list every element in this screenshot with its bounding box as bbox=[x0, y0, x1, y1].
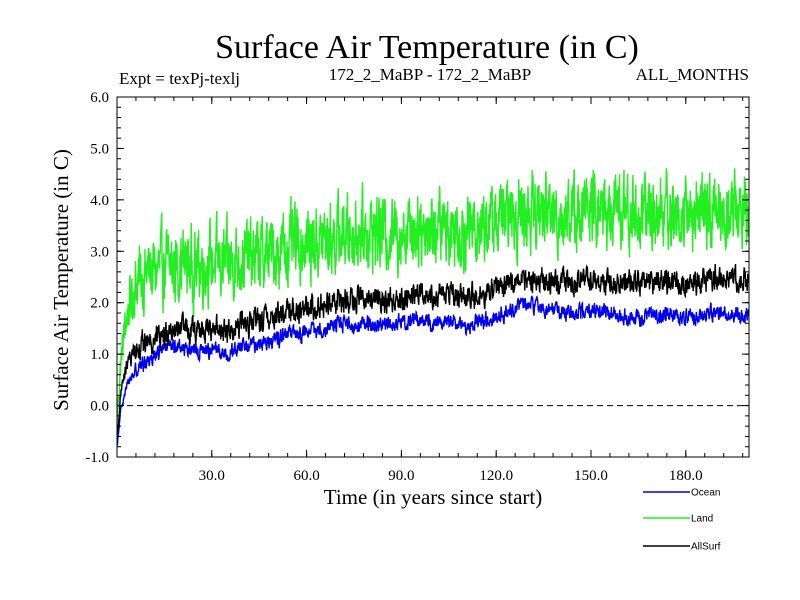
y-tick-label: 5.0 bbox=[90, 141, 109, 157]
axes-layer: -1.0 0.0 1.0 2.0 3.0 4.0 5.0 6.0 30.0 60.0 90.0 120… bbox=[85, 90, 749, 484]
y-tick-label: 4.0 bbox=[90, 193, 109, 209]
chart-subtitle: 172_2_MaBP - 172_2_MaBP bbox=[329, 65, 531, 84]
plot-frame bbox=[116, 96, 750, 458]
months-label: ALL_MONTHS bbox=[636, 65, 749, 84]
y-axis-label: Surface Air Temperature (in C) bbox=[49, 149, 73, 411]
legend-label-land: Land bbox=[691, 514, 713, 525]
legend: Ocean Land AllSurf bbox=[643, 488, 721, 553]
series-line-allsurf bbox=[116, 263, 750, 435]
x-axis-label: Time (in years since start) bbox=[324, 485, 543, 509]
y-tick-label: -1.0 bbox=[85, 450, 109, 466]
legend-label-ocean: Ocean bbox=[691, 488, 720, 499]
x-tick-label: 120.0 bbox=[479, 468, 513, 484]
y-tick-label: 3.0 bbox=[90, 244, 109, 260]
x-tick-label: 30.0 bbox=[199, 468, 225, 484]
series-line-ocean bbox=[116, 295, 750, 446]
y-tick-label: 2.0 bbox=[90, 296, 109, 312]
y-tick-label: 0.0 bbox=[90, 399, 109, 415]
series-layer bbox=[116, 168, 750, 446]
x-tick-label: 150.0 bbox=[574, 468, 608, 484]
x-tick-label: 60.0 bbox=[293, 468, 319, 484]
y-tick-label: 6.0 bbox=[90, 90, 109, 106]
x-tick-label: 90.0 bbox=[388, 468, 414, 484]
experiment-label: Expt = texPj-texlj bbox=[119, 69, 240, 88]
chart-title: Surface Air Temperature (in C) bbox=[215, 29, 639, 66]
series-line-land bbox=[116, 168, 750, 420]
legend-label-allsurf: AllSurf bbox=[691, 542, 721, 553]
y-tick-label: 1.0 bbox=[90, 347, 109, 363]
x-tick-label: 180.0 bbox=[669, 468, 703, 484]
